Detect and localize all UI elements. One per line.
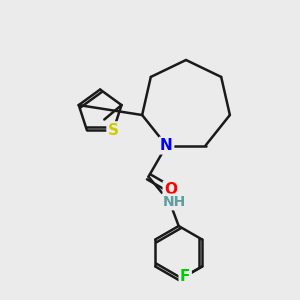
Text: N: N: [160, 138, 173, 153]
Text: NH: NH: [163, 195, 186, 209]
Text: F: F: [180, 269, 190, 284]
Text: S: S: [108, 123, 119, 138]
Text: O: O: [164, 182, 177, 197]
